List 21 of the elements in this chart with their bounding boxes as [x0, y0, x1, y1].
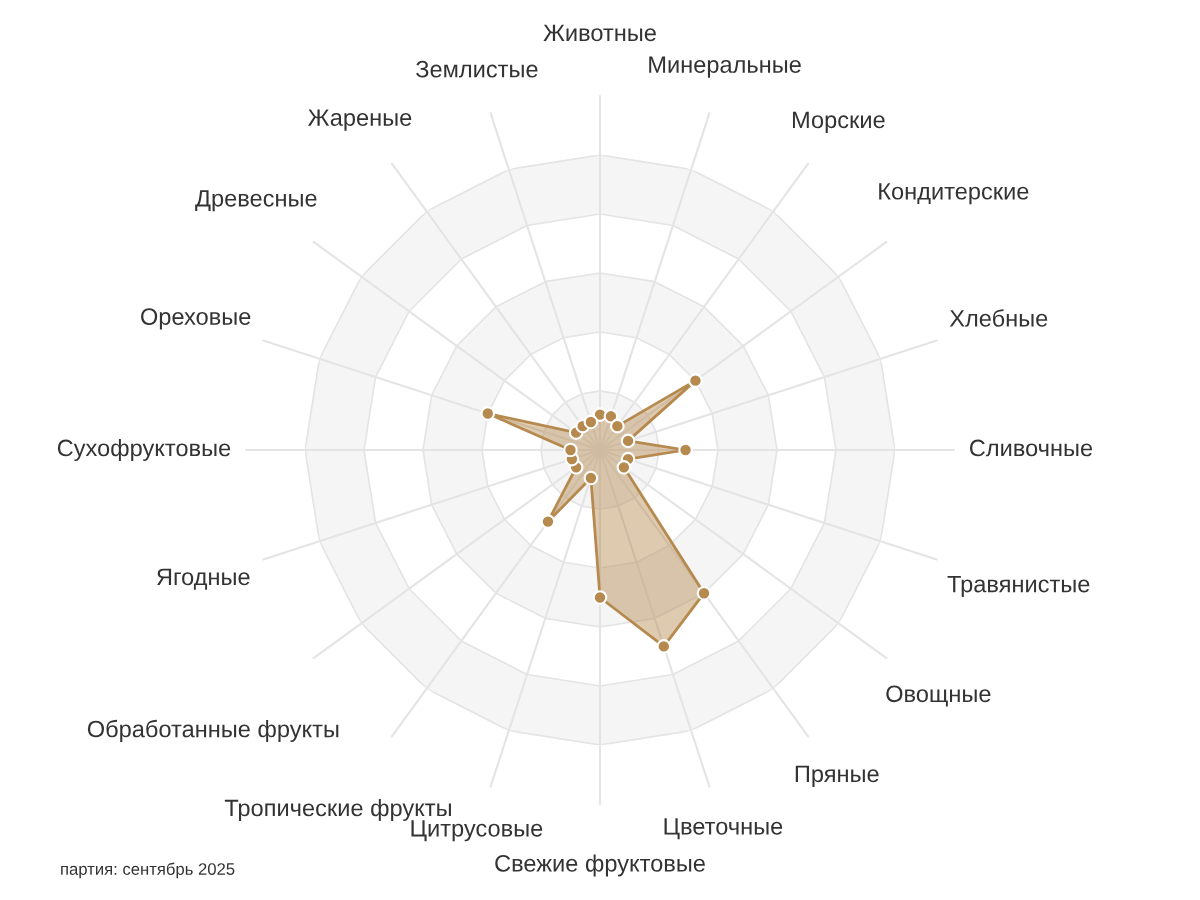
spoke-label: Тропические фрукты: [224, 798, 451, 821]
spoke-label: Травянистые: [947, 575, 1090, 598]
spoke-label: Цитрусовые: [411, 820, 543, 842]
spoke-label: Обработанные фрукты: [87, 719, 339, 743]
spoke-label: Морские: [792, 111, 885, 133]
spoke-label: Хлебные: [949, 309, 1048, 327]
spoke-label: Сухофруктовые: [57, 438, 231, 461]
spoke-label: Кондитерские: [879, 183, 1029, 205]
spoke-label: Овощные: [886, 685, 991, 707]
spoke-label: Цветочные: [664, 818, 783, 840]
spoke-label: Свежие фруктовые: [495, 854, 705, 877]
spoke-label: Ореховые: [141, 308, 251, 330]
spoke-label: Древесные: [195, 190, 317, 212]
spoke-label: Пряные: [795, 765, 879, 787]
spoke-label: Жареные: [308, 109, 412, 131]
text: партия: сентябрь 2025: [61, 862, 235, 879]
spoke-label: Животные: [543, 24, 656, 42]
spoke-label: Землистые: [416, 60, 538, 78]
spoke-label: Ягодные: [157, 568, 250, 590]
spoke-label: Минеральные: [649, 56, 801, 78]
spoke-label: Сливочные: [969, 439, 1093, 457]
